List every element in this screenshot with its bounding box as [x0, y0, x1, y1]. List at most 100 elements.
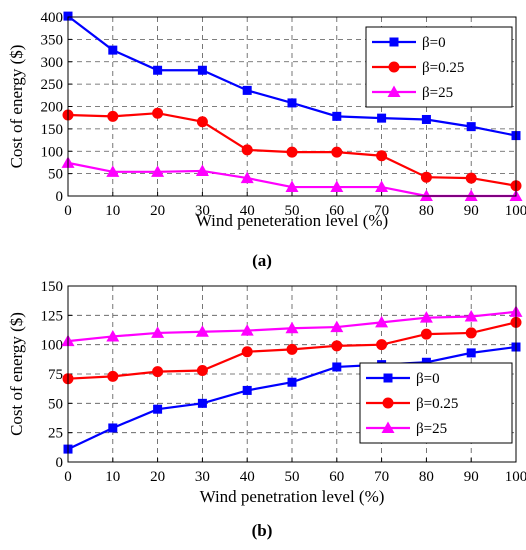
data-point — [331, 340, 343, 352]
legend-label: β=0 — [416, 371, 440, 387]
x-axis-label: Wind peneteration level (%) — [196, 211, 388, 230]
chart-a: 0 10 20 30 40 50 60 70 80 90 100 0 50 100 150 200 250 300… — [7, 10, 526, 270]
y-tick-label: 100 — [41, 338, 64, 354]
x-tick-label: 50 — [285, 469, 300, 485]
data-point — [107, 110, 119, 122]
y-tick-label: 125 — [41, 308, 64, 324]
x-tick-label: 20 — [150, 203, 165, 219]
x-tick-label: 60 — [329, 469, 344, 485]
data-point — [108, 45, 118, 55]
data-point — [420, 171, 432, 183]
series-0 — [63, 11, 521, 141]
data-point — [197, 65, 207, 75]
data-point — [241, 144, 253, 156]
data-point — [287, 98, 297, 108]
y-tick-label: 250 — [41, 77, 64, 93]
data-point — [151, 165, 165, 177]
y-tick-label: 400 — [41, 10, 64, 26]
x-tick-label: 0 — [64, 203, 72, 219]
y-axis: 0 50 100 150 200 250 300 350 400 — [41, 10, 72, 205]
chart-caption: (b) — [252, 521, 273, 540]
legend-marker — [389, 37, 399, 47]
data-point — [285, 321, 299, 334]
x-tick-label: 70 — [374, 469, 389, 485]
data-point — [151, 326, 165, 338]
data-point — [377, 113, 387, 123]
data-point — [106, 165, 120, 177]
y-tick-label: 50 — [48, 167, 63, 183]
legend-label: β=0.25 — [422, 60, 464, 76]
legend: β=0 β=0.25 β=25 — [359, 362, 513, 444]
x-tick-label: 20 — [150, 469, 165, 485]
data-point — [195, 164, 209, 176]
x-tick-label: 90 — [464, 203, 479, 219]
y-axis-label: Cost of energy ($) — [7, 45, 26, 169]
data-point — [242, 385, 252, 395]
data-point — [197, 398, 207, 408]
y-tick-label: 0 — [56, 455, 64, 471]
data-point — [419, 189, 433, 201]
y-tick-label: 75 — [48, 367, 63, 383]
x-tick-label: 100 — [505, 469, 526, 485]
legend-item: β=25 — [372, 85, 453, 101]
data-point — [107, 370, 119, 382]
data-point — [421, 114, 431, 124]
legend-marker — [381, 421, 395, 433]
x-tick-label: 40 — [240, 469, 255, 485]
data-point — [421, 357, 431, 367]
data-point — [152, 107, 164, 119]
data-point — [242, 85, 252, 95]
y-tick-label: 350 — [41, 32, 64, 48]
data-point — [106, 329, 120, 342]
x-tick-label: 80 — [419, 469, 434, 485]
x-tick-label: 80 — [419, 203, 434, 219]
x-tick-label: 10 — [105, 203, 120, 219]
data-point — [420, 328, 432, 340]
legend-marker — [388, 61, 400, 73]
data-point — [464, 189, 478, 201]
legend-label: β=25 — [416, 421, 447, 437]
legend-marker — [383, 373, 393, 383]
legend-marker — [382, 397, 394, 409]
legend-label: β=25 — [422, 85, 453, 101]
data-point — [287, 377, 297, 387]
data-point — [240, 324, 254, 336]
y-tick-label: 25 — [48, 426, 63, 442]
legend-item: β=0 — [366, 371, 440, 387]
x-tick-label: 10 — [105, 469, 120, 485]
x-tick-label: 30 — [195, 203, 210, 219]
y-axis: 0 25 50 75 100 125 150 — [41, 279, 72, 471]
data-point — [196, 364, 208, 376]
data-point — [330, 180, 344, 193]
data-point — [466, 348, 476, 358]
series-1 — [62, 316, 522, 385]
data-point — [152, 366, 164, 378]
y-tick-label: 100 — [41, 144, 64, 160]
data-point — [466, 122, 476, 132]
legend-item: β=0 — [372, 35, 446, 51]
data-point — [108, 423, 118, 433]
data-point — [285, 180, 299, 193]
data-point — [153, 404, 163, 414]
x-tick-label: 30 — [195, 469, 210, 485]
y-tick-label: 200 — [41, 100, 64, 116]
x-tick-label: 50 — [285, 203, 300, 219]
data-point — [375, 180, 389, 193]
data-point — [286, 343, 298, 355]
data-point — [240, 171, 254, 184]
y-tick-label: 0 — [56, 189, 64, 205]
data-point — [63, 11, 73, 21]
y-tick-label: 300 — [41, 55, 64, 71]
x-axis: 0 10 20 30 40 50 60 70 80 90 100 — [64, 192, 526, 219]
legend-label: β=0 — [422, 35, 446, 51]
x-tick-label: 100 — [505, 203, 526, 219]
data-point — [419, 311, 433, 323]
x-tick-label: 0 — [64, 469, 72, 485]
data-point — [465, 172, 477, 184]
data-point — [376, 339, 388, 351]
data-point — [376, 150, 388, 162]
x-tick-label: 60 — [329, 203, 344, 219]
plot-frame — [67, 285, 517, 463]
legend-item: β=0.25 — [372, 60, 464, 76]
